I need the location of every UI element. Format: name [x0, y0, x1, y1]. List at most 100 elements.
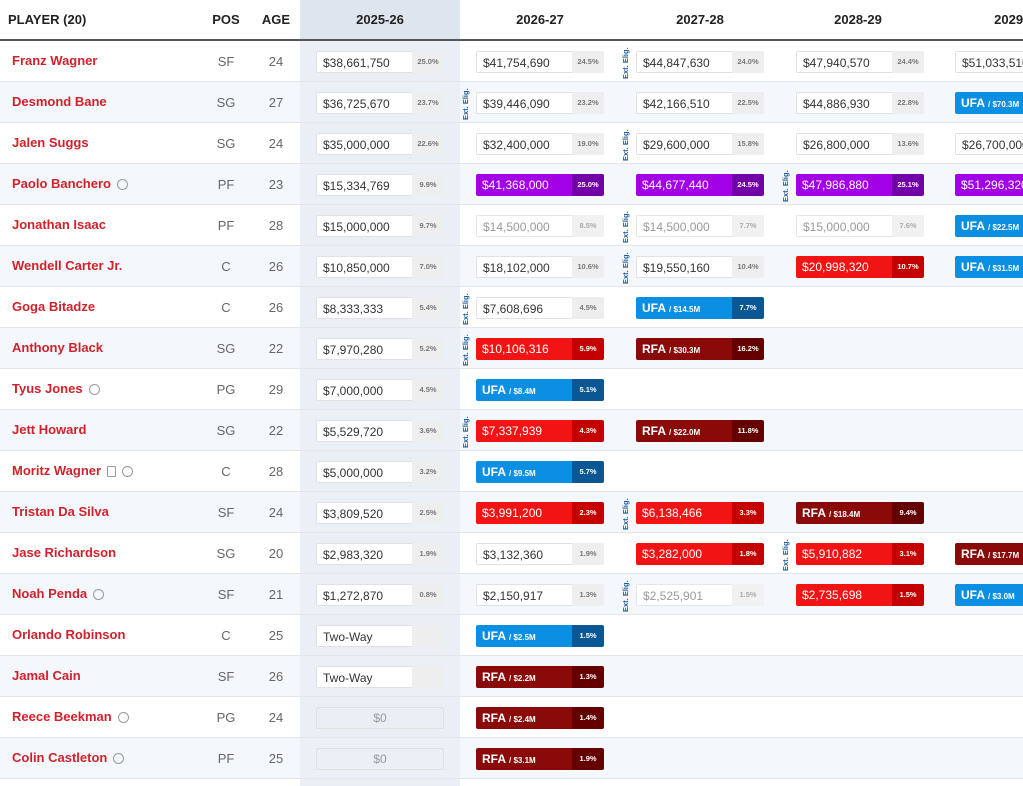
player-name[interactable]: Noah Penda [12, 586, 105, 601]
column-header: 2028-29 [834, 12, 882, 27]
age: 22 [268, 341, 284, 356]
player-name-text[interactable]: Reece Beekman [12, 709, 112, 724]
player-name-text[interactable]: Wendell Carter Jr. [12, 258, 123, 273]
salary-cell: $47,940,570 24.4% [796, 51, 924, 73]
player-name[interactable]: Tristan Da Silva [12, 504, 109, 519]
salary-cell: $41,368,000 25.0% [476, 174, 604, 196]
player-name-text[interactable]: Moritz Wagner [12, 463, 102, 478]
player-name-text[interactable]: Paolo Banchero [12, 176, 111, 191]
salary-amount: UFA / $9.5M [476, 461, 572, 483]
position: SF [217, 505, 235, 520]
salary-cell: $1,272,870 0.8% [316, 584, 444, 606]
salary-cell: RFA / $22.0M 11.8% [636, 420, 764, 442]
salary-cell: UFA / $14.5M 7.7% [636, 297, 764, 319]
salary-amount: $51,296,320 [955, 174, 1023, 196]
player-name-text[interactable]: Tyus Jones [12, 381, 83, 396]
player-name[interactable]: Jett Howard [12, 422, 86, 437]
player-name[interactable]: Jamal Cain [12, 668, 81, 683]
player-name[interactable]: Orlando Robinson [12, 627, 125, 642]
age: 29 [268, 382, 284, 397]
salary-pct: 16.2% [732, 338, 764, 360]
salary-pct: 22.5% [732, 92, 764, 114]
salary-cell: $5,000,000 3.2% [316, 461, 444, 483]
age: 28 [268, 464, 284, 479]
position: SF [217, 669, 235, 684]
salary-pct: 3.2% [412, 461, 444, 483]
salary-amount: $44,886,930 [796, 92, 892, 114]
status: UFA [961, 260, 985, 274]
salary-pct: 5.7% [572, 461, 604, 483]
salary-amount: $47,940,570 [796, 51, 892, 73]
salary-pct: 3.6% [412, 420, 444, 442]
player-name[interactable]: Jonathan Isaac [12, 217, 106, 232]
player-icon [113, 753, 125, 764]
salary-pct: 24.5% [732, 174, 764, 196]
column-header: 2026-27 [516, 12, 564, 27]
player-name-text[interactable]: Goga Bitadze [12, 299, 96, 314]
player-name[interactable]: Tyus Jones [12, 381, 100, 396]
player-icon [93, 589, 105, 600]
salary-cell: $44,847,630 24.0% [636, 51, 764, 73]
salary-amount: $3,132,360 [476, 543, 572, 565]
player-name[interactable]: Jalen Suggs [12, 135, 89, 150]
player-name-text[interactable]: Colin Castleton [12, 750, 108, 765]
age: 24 [268, 710, 284, 725]
player-name-text[interactable]: Jett Howard [12, 422, 87, 437]
player-name[interactable]: Reece Beekman [12, 709, 129, 724]
age: 20 [268, 546, 284, 561]
player-name-text[interactable]: Orlando Robinson [12, 627, 126, 642]
player-name-text[interactable]: Desmond Bane [12, 94, 107, 109]
salary-pct: 25.1% [892, 174, 924, 196]
salary-cell: $36,725,670 23.7% [316, 92, 444, 114]
salary-cell: $7,337,939 4.3% [476, 420, 604, 442]
salary-amount: $7,000,000 [316, 379, 412, 401]
player-name[interactable]: Moritz Wagner [12, 463, 134, 478]
salary-pct [412, 625, 444, 647]
salary-cell: Two-Way [316, 625, 444, 647]
status-amount: / $30.3M [669, 346, 701, 355]
player-row: Jonathan Isaac PF 28 [0, 205, 1023, 246]
ext-elig-marker: Ext. Elig. [461, 416, 470, 448]
salary-pct: 25.0% [572, 174, 604, 196]
player-name-text[interactable]: Noah Penda [12, 586, 88, 601]
player-name[interactable]: Franz Wagner [12, 53, 97, 68]
ext-elig-marker: Ext. Elig. [621, 498, 630, 530]
salary-amount: $42,166,510 [636, 92, 732, 114]
player-row: Jalen Suggs SG 24 [0, 123, 1023, 164]
player-name[interactable]: Desmond Bane [12, 94, 107, 109]
salary-pct: 4.5% [412, 379, 444, 401]
player-name[interactable]: Wendell Carter Jr. [12, 258, 122, 273]
player-name-text[interactable]: Jonathan Isaac [12, 217, 106, 232]
player-name-text[interactable]: Franz Wagner [12, 53, 98, 68]
status: UFA [961, 588, 985, 602]
salary-amount: $5,910,882 [796, 543, 892, 565]
salary-amount: $1,272,870 [316, 584, 412, 606]
player-name-text[interactable]: Jamal Cain [12, 668, 81, 683]
status-amount: / $2.2M [509, 674, 536, 683]
player-name[interactable]: Anthony Black [12, 340, 103, 355]
salary-amount: $29,600,000 [636, 133, 732, 155]
salary-amount: $26,800,000 [796, 133, 892, 155]
player-name[interactable]: Paolo Banchero [12, 176, 128, 191]
salary-cell: $26,800,000 13.6% [796, 133, 924, 155]
player-name-text[interactable]: Anthony Black [12, 340, 104, 355]
player-name[interactable]: Goga Bitadze [12, 299, 95, 314]
status-amount: / $2.4M [509, 715, 536, 724]
age: 25 [268, 628, 284, 643]
salary-cell: Two-Way [316, 666, 444, 688]
age: 23 [268, 177, 284, 192]
salary-cell: $20,998,320 10.7% [796, 256, 924, 278]
player-name-text[interactable]: Jalen Suggs [12, 135, 89, 150]
position: C [221, 628, 231, 643]
player-name[interactable]: Colin Castleton [12, 750, 125, 765]
player-name[interactable]: Jase Richardson [12, 545, 116, 560]
salary-amount: RFA / $22.0M [636, 420, 732, 442]
position: PG [216, 382, 236, 397]
player-name-text[interactable]: Tristan Da Silva [12, 504, 109, 519]
position: PF [217, 218, 235, 233]
player-name-text[interactable]: Jase Richardson [12, 545, 117, 560]
salary-pct [412, 666, 444, 688]
salary-cell: $7,000,000 4.5% [316, 379, 444, 401]
age: 24 [268, 136, 284, 151]
position: PF [217, 177, 235, 192]
